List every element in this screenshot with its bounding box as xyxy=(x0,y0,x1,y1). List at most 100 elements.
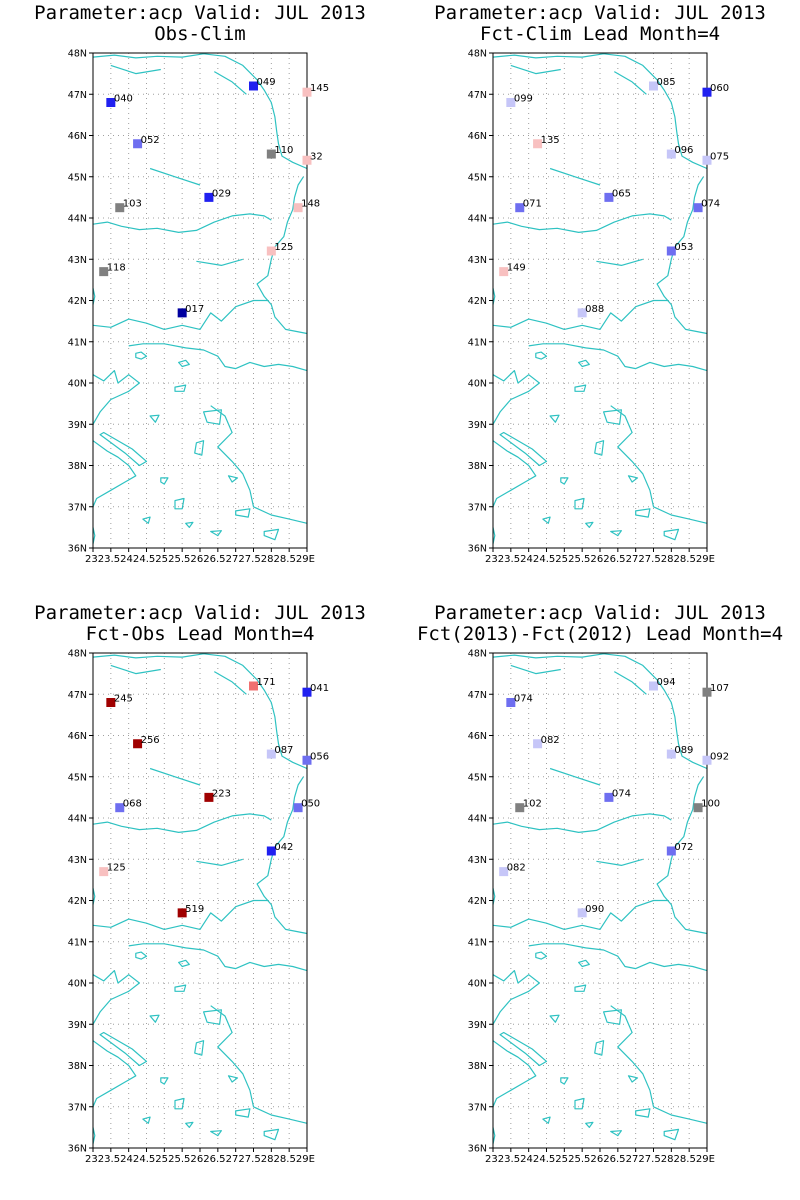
station-value-label: 089 xyxy=(674,745,693,756)
station-marker xyxy=(693,803,703,813)
island xyxy=(178,959,190,968)
station-marker xyxy=(666,149,676,159)
island xyxy=(585,521,594,528)
coastline xyxy=(492,899,668,930)
lat-tick-label: 44N xyxy=(468,814,487,825)
station-value-label: 096 xyxy=(674,145,693,156)
panel-title: Parameter:acp Valid: JUL 2013 xyxy=(34,602,366,624)
coastline xyxy=(92,813,272,833)
station-value-label: 074 xyxy=(514,694,533,705)
panel-obs-clim: Parameter:acp Valid: JUL 2013 Obs-Clim 4… xyxy=(0,0,400,600)
station-marker xyxy=(293,203,303,213)
panel-subtitle: Fct-Clim Lead Month=4 xyxy=(479,23,721,45)
river xyxy=(613,671,647,695)
lat-tick-label: 39N xyxy=(68,1020,87,1031)
island xyxy=(578,359,590,368)
station-value-label: 32 xyxy=(310,151,323,162)
station-value-label: 094 xyxy=(657,677,676,688)
coastline xyxy=(492,1040,537,1108)
river xyxy=(549,167,601,186)
island xyxy=(160,1077,169,1085)
station-marker xyxy=(666,749,676,759)
station-marker xyxy=(204,792,214,802)
island xyxy=(210,1130,222,1137)
island xyxy=(99,431,148,467)
coastline xyxy=(92,213,272,233)
station-value-label: 145 xyxy=(310,83,329,94)
station-marker xyxy=(266,846,276,856)
lat-tick-label: 45N xyxy=(68,772,87,783)
station-marker xyxy=(204,192,214,202)
coastline xyxy=(656,176,708,335)
panel-title: Parameter:acp Valid: JUL 2013 xyxy=(34,2,366,24)
station-value-label: 041 xyxy=(310,683,329,694)
river xyxy=(510,664,561,675)
island xyxy=(578,959,590,968)
lat-tick-label: 38N xyxy=(68,461,87,472)
station-marker xyxy=(249,81,258,91)
station-marker xyxy=(266,246,276,256)
island xyxy=(135,951,148,960)
island xyxy=(99,1031,148,1067)
lon-tick-labels: 2323.52424.52525.52626.52727.52828.529E xyxy=(485,554,715,565)
station-marker xyxy=(133,139,143,149)
lat-tick-label: 37N xyxy=(68,502,87,513)
lat-tick-label: 43N xyxy=(468,255,487,266)
station-value-label: 519 xyxy=(185,904,204,915)
lat-tick-label: 47N xyxy=(68,90,87,101)
coastline xyxy=(92,970,140,1025)
coastline xyxy=(656,776,708,935)
island xyxy=(594,1040,605,1056)
lat-tick-label: 47N xyxy=(468,690,487,701)
panel-fct-clim: Parameter:acp Valid: JUL 2013 Fct-Clim L… xyxy=(400,0,800,600)
stations: 040 049 145 052 110 32 029 103 148 125 118 017 xyxy=(99,77,329,318)
grid xyxy=(92,652,308,1149)
station-marker xyxy=(99,867,109,877)
coastline xyxy=(528,343,708,372)
station-marker xyxy=(106,98,116,107)
station-marker xyxy=(702,87,712,97)
station-value-label: 103 xyxy=(123,199,142,210)
station-marker xyxy=(693,203,703,213)
coastline xyxy=(492,887,496,905)
lat-tick-label: 40N xyxy=(68,979,87,990)
island xyxy=(174,1097,185,1110)
coastline xyxy=(92,653,308,770)
island xyxy=(174,384,187,392)
station-marker xyxy=(133,739,143,749)
island xyxy=(535,951,548,960)
lat-tick-label: 45N xyxy=(468,772,487,783)
station-marker xyxy=(702,155,712,165)
island xyxy=(149,1014,160,1023)
coastlines xyxy=(492,53,708,545)
river xyxy=(149,767,201,786)
coastlines xyxy=(92,53,308,545)
station-value-label: 040 xyxy=(114,94,133,105)
coastline xyxy=(492,1127,496,1145)
coastline xyxy=(92,527,96,545)
river xyxy=(213,71,247,95)
station-marker xyxy=(302,87,312,97)
coastline xyxy=(210,1005,308,1124)
station-value-label: 056 xyxy=(310,751,329,762)
station-marker xyxy=(506,698,516,707)
station-value-label: 088 xyxy=(585,304,604,315)
panel-subtitle: Fct-Obs Lead Month=4 xyxy=(85,623,315,645)
map-plot: 48N47N46N45N44N43N42N41N40N39N38N37N36N2… xyxy=(68,649,329,1166)
island xyxy=(135,351,148,360)
station-value-label: 082 xyxy=(507,863,526,874)
coastline xyxy=(492,213,672,233)
coastlines xyxy=(92,653,308,1145)
river xyxy=(596,858,643,866)
station-marker xyxy=(106,698,116,707)
coastline xyxy=(492,53,708,170)
lat-tick-label: 42N xyxy=(68,296,87,307)
island xyxy=(585,1121,594,1128)
island xyxy=(663,1128,680,1141)
lat-tick-label: 46N xyxy=(68,131,87,142)
grid xyxy=(92,52,308,549)
lat-tick-label: 43N xyxy=(68,855,87,866)
station-marker xyxy=(702,755,712,765)
lat-tick-label: 48N xyxy=(468,49,487,60)
station-marker xyxy=(302,687,312,697)
